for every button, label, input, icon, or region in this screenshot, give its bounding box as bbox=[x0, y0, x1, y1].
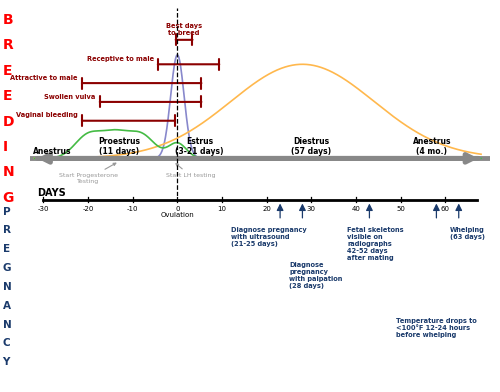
Text: 40: 40 bbox=[352, 206, 360, 212]
Text: R: R bbox=[2, 38, 13, 52]
Text: -10: -10 bbox=[127, 206, 138, 212]
Text: B: B bbox=[2, 13, 13, 27]
Text: Anestrus: Anestrus bbox=[33, 147, 72, 156]
Text: N: N bbox=[2, 282, 11, 292]
Text: Diestrus
(57 days): Diestrus (57 days) bbox=[292, 137, 332, 156]
Text: 60: 60 bbox=[441, 206, 450, 212]
Text: Proestrus
(11 days): Proestrus (11 days) bbox=[98, 137, 140, 156]
Text: 10: 10 bbox=[218, 206, 226, 212]
Text: Vaginal bleeding: Vaginal bleeding bbox=[16, 113, 78, 118]
Text: G: G bbox=[2, 263, 11, 273]
Text: Attractive to male: Attractive to male bbox=[10, 75, 78, 81]
Text: Start Progesterone
Testing: Start Progesterone Testing bbox=[58, 163, 118, 184]
Text: C: C bbox=[2, 338, 10, 348]
Text: Fetal skeletons
visible on
radiographs
42-52 days
after mating: Fetal skeletons visible on radiographs 4… bbox=[347, 227, 404, 261]
Text: E: E bbox=[2, 244, 10, 254]
Text: DAYS: DAYS bbox=[36, 188, 66, 198]
Text: D: D bbox=[2, 114, 14, 129]
Text: 50: 50 bbox=[396, 206, 405, 212]
Text: Anestrus
(4 mo.): Anestrus (4 mo.) bbox=[412, 137, 451, 156]
Text: 0: 0 bbox=[175, 206, 180, 212]
Text: 20: 20 bbox=[262, 206, 271, 212]
Text: Diagnose pregnancy
with ultrasound
(21-25 days): Diagnose pregnancy with ultrasound (21-2… bbox=[231, 227, 306, 247]
Text: P: P bbox=[2, 207, 10, 217]
Text: Y: Y bbox=[2, 357, 10, 367]
Text: Receptive to male: Receptive to male bbox=[86, 56, 154, 62]
Text: 30: 30 bbox=[307, 206, 316, 212]
Text: Diagnose
pregnancy
with palpation
(28 days): Diagnose pregnancy with palpation (28 da… bbox=[289, 262, 343, 289]
Text: Temperature drops to
<100°F 12-24 hours
before whelping: Temperature drops to <100°F 12-24 hours … bbox=[396, 318, 477, 338]
Text: N: N bbox=[2, 165, 14, 180]
Text: E: E bbox=[2, 64, 12, 78]
Text: A: A bbox=[2, 301, 10, 311]
Text: Start LH testing: Start LH testing bbox=[166, 164, 216, 178]
Text: Estrus
(3-21 days): Estrus (3-21 days) bbox=[176, 137, 224, 156]
Text: R: R bbox=[2, 225, 10, 236]
Text: Ovulation: Ovulation bbox=[160, 212, 194, 218]
Text: G: G bbox=[2, 191, 14, 205]
Text: -20: -20 bbox=[82, 206, 94, 212]
Text: Swollen vulva: Swollen vulva bbox=[44, 94, 96, 100]
Text: E: E bbox=[2, 89, 12, 103]
Text: -30: -30 bbox=[38, 206, 49, 212]
Text: I: I bbox=[2, 140, 7, 154]
Text: Whelping
(63 days): Whelping (63 days) bbox=[450, 227, 485, 240]
Text: Best days
to breed: Best days to breed bbox=[166, 24, 202, 36]
Text: N: N bbox=[2, 319, 11, 330]
